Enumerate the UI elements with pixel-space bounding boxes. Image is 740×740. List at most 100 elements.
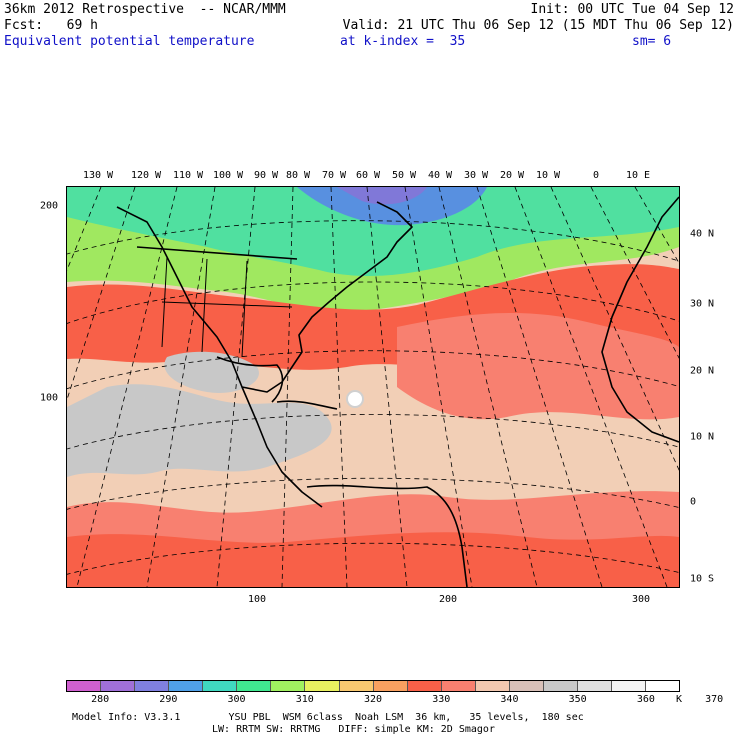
longitude-label: 90 W	[253, 170, 279, 181]
k-index: at k-index = 35	[340, 34, 466, 49]
legend-unit: K	[676, 694, 683, 705]
smoothing: sm= 6	[632, 34, 672, 49]
meridian-100w	[146, 187, 216, 587]
legend-swatch	[509, 681, 544, 691]
bottom-axis-label-300: 300	[631, 594, 651, 605]
africa-europe-coast	[601, 196, 679, 443]
longitude-label: 60 W	[355, 170, 381, 181]
legend-label: 350	[568, 694, 587, 705]
init-time: Init: 00 UTC Tue 04 Sep 12	[530, 2, 735, 17]
legend-swatch	[169, 681, 204, 691]
legend-swatch	[67, 681, 102, 691]
valid-time: Valid: 21 UTC Thu 06 Sep 12 (15 MDT Thu …	[342, 18, 734, 33]
physics-info: LW: RRTM SW: RRTMG DIFF: simple KM: 2D S…	[212, 724, 495, 735]
meridian-60w	[366, 187, 408, 587]
south-america-coast	[306, 484, 468, 587]
latitude-label: 10 S	[690, 573, 715, 585]
longitude-label: 20 W	[499, 170, 525, 181]
legend-label: 330	[432, 694, 451, 705]
longitude-label: 50 W	[391, 170, 417, 181]
meridian-90w	[216, 187, 256, 587]
meridian-120w	[67, 187, 136, 401]
longitude-label: 10 W	[535, 170, 561, 181]
legend-swatch	[475, 681, 510, 691]
cold-core-purple	[337, 187, 427, 205]
meridian-80w	[281, 187, 294, 587]
meridian-10w	[550, 187, 679, 471]
legend-swatch	[237, 681, 272, 691]
tropical-grey	[67, 384, 332, 477]
parallel-40n	[67, 220, 679, 262]
longitude-label: 110 W	[172, 170, 204, 181]
forecast-hour: Fcst: 69 h	[4, 18, 98, 33]
state-lines	[161, 256, 293, 358]
left-axis-label-100: 100	[40, 392, 59, 404]
legend-label: 370	[705, 694, 724, 705]
legend-swatch	[441, 681, 476, 691]
legend-label: 340	[500, 694, 519, 705]
legend-label: 320	[363, 694, 383, 705]
color-legend	[66, 680, 680, 692]
latitude-label: 10 N	[690, 431, 715, 443]
latitude-label: 40 N	[690, 228, 715, 240]
meridian-0	[590, 187, 679, 359]
legend-label: 290	[159, 694, 178, 705]
north-america-coast	[116, 201, 413, 393]
bottom-axis-label-100: 100	[247, 594, 267, 605]
central-america-coast	[241, 386, 323, 508]
field-name: Equivalent potential temperature	[4, 34, 255, 49]
longitude-label: 30 W	[463, 170, 489, 181]
left-axis-label-200: 200	[40, 200, 59, 212]
latitude-label: 0	[690, 496, 697, 508]
run-title: 36km 2012 Retrospective -- NCAR/MMM	[4, 2, 286, 17]
longitude-label: 100 W	[212, 170, 244, 181]
parallel-10s	[67, 542, 679, 575]
model-info: Model Info: V3.3.1 YSU PBL WSM 6class No…	[72, 712, 584, 723]
legend-swatch	[543, 681, 578, 691]
warm-band-south-deep	[67, 532, 679, 587]
bottom-axis-label-200: 200	[438, 594, 458, 605]
graticule	[67, 187, 679, 587]
longitude-label: 40 W	[427, 170, 453, 181]
legend-swatch	[339, 681, 374, 691]
legend-swatch	[407, 681, 442, 691]
gulf-coast	[216, 356, 284, 403]
parallel-10n	[67, 414, 679, 450]
legend-swatch	[305, 681, 340, 691]
meridian-70w	[330, 187, 348, 587]
longitude-label: 0	[592, 170, 600, 181]
meridian-110w	[76, 187, 178, 587]
cold-core-cyan	[67, 187, 679, 277]
parallel-equator	[67, 477, 679, 510]
legend-label: 360	[636, 694, 655, 705]
warm-band-salmon	[397, 312, 679, 420]
legend-swatch	[135, 681, 170, 691]
meridian-30w	[476, 187, 603, 587]
longitude-label: 120 W	[130, 170, 162, 181]
longitude-label: 70 W	[321, 170, 347, 181]
meridian-130w	[67, 187, 102, 271]
legend-label: 280	[91, 694, 110, 705]
legend-label: 310	[295, 694, 314, 705]
longitude-label: 10 E	[625, 170, 651, 181]
legend-label: 300	[227, 694, 246, 705]
theta-e-map	[66, 186, 680, 588]
cold-core-blue	[297, 187, 487, 226]
legend-swatch	[646, 681, 680, 691]
legend-swatch	[373, 681, 408, 691]
longitude-label: 80 W	[285, 170, 311, 181]
storm-core	[346, 390, 364, 408]
legend-swatch	[577, 681, 612, 691]
legend-swatch	[203, 681, 238, 691]
legend-swatch	[271, 681, 306, 691]
us-canada-border	[136, 246, 298, 260]
longitude-label: 130 W	[82, 170, 114, 181]
legend-swatch	[101, 681, 136, 691]
legend-swatch	[612, 681, 647, 691]
latitude-label: 30 N	[690, 298, 715, 310]
coastlines	[116, 196, 679, 587]
meridian-50w	[404, 187, 473, 587]
meridian-40w	[438, 187, 538, 587]
cuba-coast	[276, 400, 338, 410]
latitude-label: 20 N	[690, 365, 715, 377]
